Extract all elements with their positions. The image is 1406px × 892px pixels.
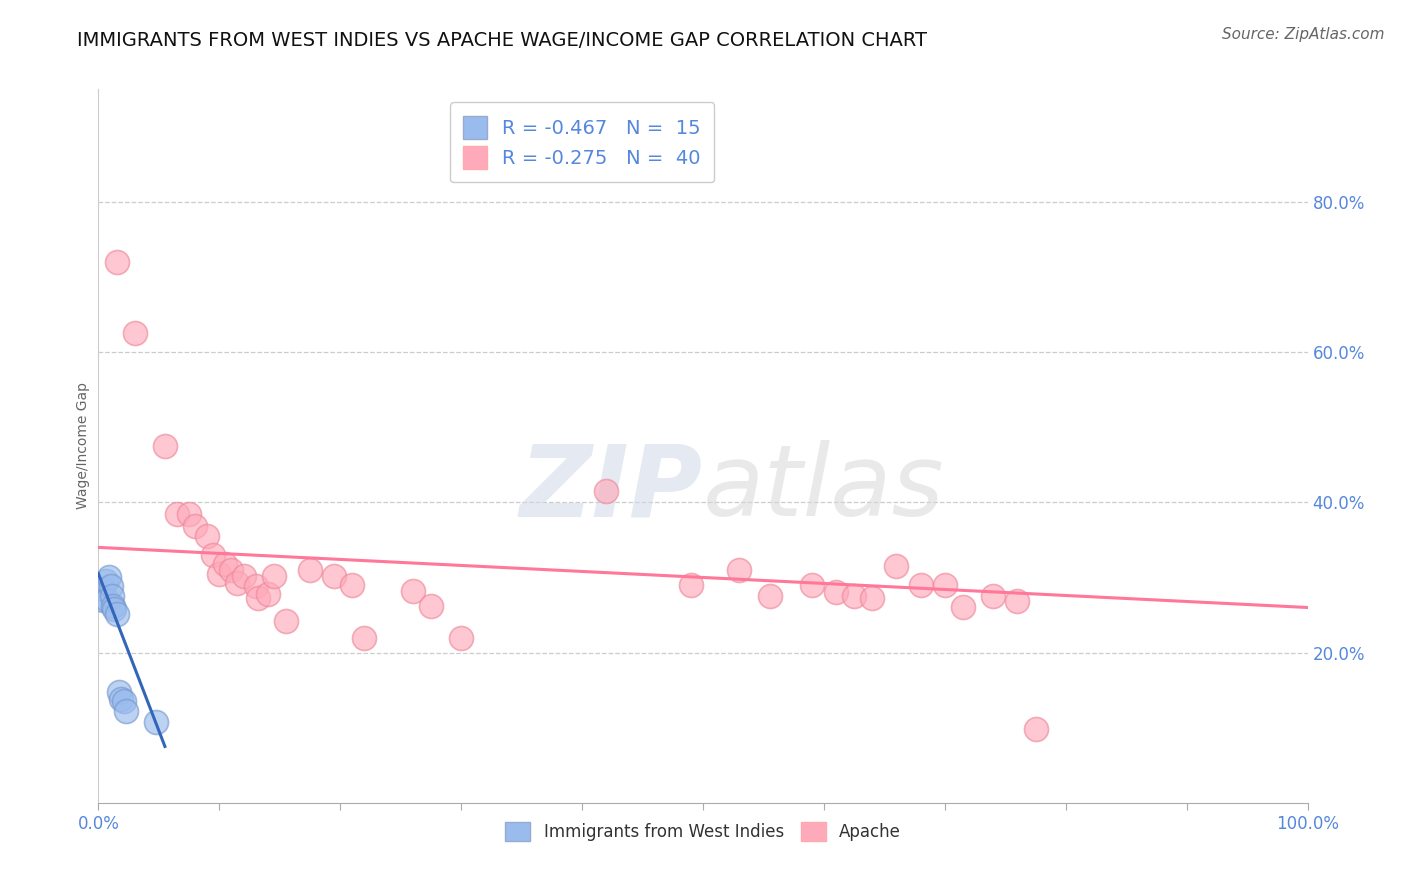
Point	[110, 692, 132, 706]
Point	[952, 600, 974, 615]
Point	[124, 326, 146, 341]
Legend: Immigrants from West Indies, Apache: Immigrants from West Indies, Apache	[499, 815, 907, 848]
Point	[208, 566, 231, 581]
Point	[115, 704, 138, 718]
Point	[108, 684, 131, 698]
Point	[886, 559, 908, 574]
Point	[166, 507, 188, 521]
Point	[342, 578, 364, 592]
Point	[145, 714, 167, 729]
Point	[800, 578, 823, 592]
Point	[214, 557, 236, 571]
Point	[256, 587, 278, 601]
Point	[728, 563, 751, 577]
Point	[934, 578, 956, 592]
Point	[263, 569, 285, 583]
Point	[112, 694, 135, 708]
Point	[299, 563, 322, 577]
Point	[860, 591, 883, 606]
Text: atlas: atlas	[703, 441, 945, 537]
Point	[353, 631, 375, 645]
Point	[825, 585, 848, 599]
Point	[105, 607, 128, 621]
Point	[202, 548, 225, 562]
Point	[103, 602, 125, 616]
Point	[91, 582, 114, 596]
Y-axis label: Wage/Income Gap: Wage/Income Gap	[76, 383, 90, 509]
Point	[910, 578, 932, 592]
Point	[91, 593, 114, 607]
Point	[100, 579, 122, 593]
Point	[221, 563, 243, 577]
Point	[844, 589, 866, 603]
Point	[420, 599, 443, 613]
Point	[323, 569, 346, 583]
Point	[245, 579, 267, 593]
Point	[94, 574, 117, 589]
Point	[1007, 594, 1029, 608]
Text: ZIP: ZIP	[520, 441, 703, 537]
Point	[981, 589, 1004, 603]
Point	[184, 519, 207, 533]
Point	[274, 614, 297, 628]
Point	[1024, 722, 1046, 736]
Point	[679, 578, 702, 592]
Point	[100, 589, 122, 603]
Point	[153, 439, 176, 453]
Text: Source: ZipAtlas.com: Source: ZipAtlas.com	[1222, 27, 1385, 42]
Point	[758, 589, 780, 603]
Point	[96, 593, 118, 607]
Point	[450, 631, 472, 645]
Point	[232, 569, 254, 583]
Point	[226, 576, 249, 591]
Point	[101, 599, 124, 613]
Point	[98, 570, 121, 584]
Point	[402, 584, 425, 599]
Point	[105, 255, 128, 269]
Point	[179, 507, 201, 521]
Point	[595, 484, 617, 499]
Point	[195, 529, 218, 543]
Point	[247, 591, 270, 606]
Text: IMMIGRANTS FROM WEST INDIES VS APACHE WAGE/INCOME GAP CORRELATION CHART: IMMIGRANTS FROM WEST INDIES VS APACHE WA…	[77, 31, 928, 50]
